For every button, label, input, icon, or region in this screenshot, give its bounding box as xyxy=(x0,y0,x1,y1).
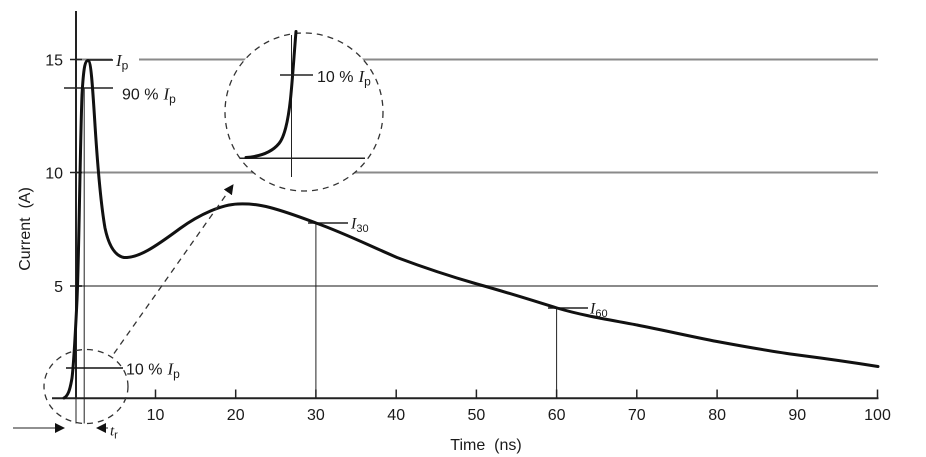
pct90-label: 90 % Ip xyxy=(122,85,176,107)
x-label-60: 60 xyxy=(548,407,566,424)
origin-zoom-circle xyxy=(43,348,129,425)
i30-marker xyxy=(308,222,348,398)
inset-pct10-label: 10 % Ip xyxy=(317,67,371,89)
x-tick-marks xyxy=(154,389,879,398)
y-axis-title: Current (A) xyxy=(17,187,34,271)
tr-label: tr xyxy=(110,424,118,442)
x-label-70: 70 xyxy=(628,407,646,424)
i30-label: I30 xyxy=(350,216,369,236)
x-axis-title: Time (ns) xyxy=(450,437,521,454)
zoom-arrow xyxy=(113,184,234,354)
y-tick-labels: 15 10 5 xyxy=(45,53,63,297)
x-label-10: 10 xyxy=(147,407,165,424)
inset xyxy=(224,30,384,192)
x-label-30: 30 xyxy=(307,407,325,424)
x-label-100: 100 xyxy=(864,407,891,424)
x-label-90: 90 xyxy=(788,407,806,424)
inset-rise-curve xyxy=(244,30,298,159)
i60-label: I60 xyxy=(589,301,608,321)
x-label-40: 40 xyxy=(387,407,405,424)
ip-label-gap xyxy=(112,48,139,71)
gridlines xyxy=(76,58,878,287)
axes xyxy=(52,11,879,424)
discharge-current-curve xyxy=(62,59,880,400)
pct10-label: 10 % Ip xyxy=(126,360,180,382)
x-label-50: 50 xyxy=(468,407,486,424)
x-label-20: 20 xyxy=(227,407,245,424)
y-label-15: 15 xyxy=(45,53,63,70)
x-tick-labels: 10 20 30 40 50 60 70 80 90 100 xyxy=(147,407,891,424)
ip-label: Ip xyxy=(115,51,129,73)
x-label-80: 80 xyxy=(708,407,726,424)
inset-circle xyxy=(224,32,384,192)
y-label-5: 5 xyxy=(54,279,63,296)
i60-marker xyxy=(548,307,588,398)
y-label-10: 10 xyxy=(45,166,63,183)
